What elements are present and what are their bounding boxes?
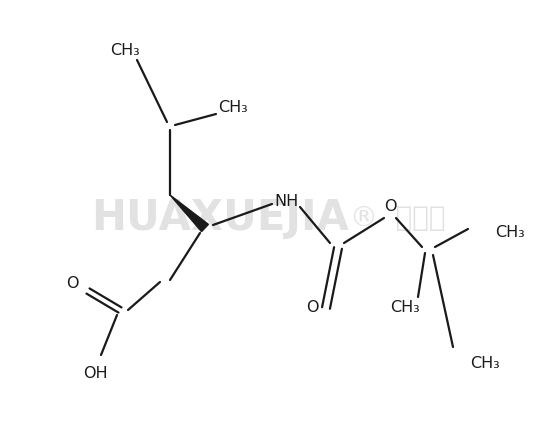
Polygon shape bbox=[170, 195, 208, 232]
Text: CH₃: CH₃ bbox=[110, 43, 140, 58]
Text: ®  化学加: ® 化学加 bbox=[350, 204, 446, 232]
Text: CH₃: CH₃ bbox=[390, 300, 420, 315]
Text: OH: OH bbox=[83, 365, 107, 381]
Text: O: O bbox=[384, 198, 396, 214]
Text: CH₃: CH₃ bbox=[495, 225, 525, 240]
Text: O: O bbox=[306, 300, 318, 315]
Text: NH: NH bbox=[274, 194, 298, 209]
Text: O: O bbox=[66, 276, 78, 291]
Text: CH₃: CH₃ bbox=[218, 100, 248, 114]
Text: CH₃: CH₃ bbox=[470, 355, 500, 370]
Text: HUAXUEJIA: HUAXUEJIA bbox=[91, 197, 349, 239]
